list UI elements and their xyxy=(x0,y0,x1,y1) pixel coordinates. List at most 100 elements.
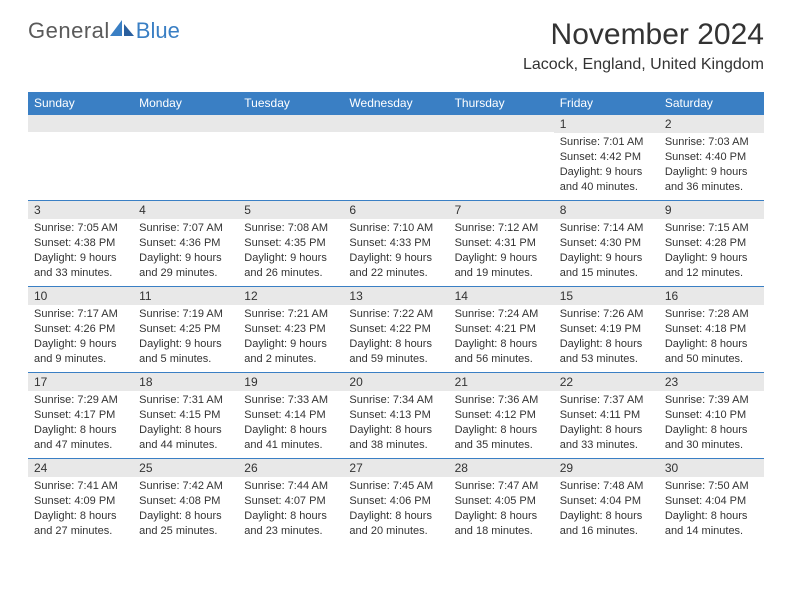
sunrise-line: Sunrise: 7:37 AM xyxy=(560,393,653,408)
day-details: Sunrise: 7:24 AMSunset: 4:21 PMDaylight:… xyxy=(449,305,554,370)
day-cell: 16Sunrise: 7:28 AMSunset: 4:18 PMDayligh… xyxy=(659,287,764,373)
daylight-line: Daylight: 9 hours and 12 minutes. xyxy=(665,251,758,281)
daylight-line: Daylight: 8 hours and 53 minutes. xyxy=(560,337,653,367)
day-details: Sunrise: 7:07 AMSunset: 4:36 PMDaylight:… xyxy=(133,219,238,284)
sunrise-line: Sunrise: 7:45 AM xyxy=(349,479,442,494)
day-details: Sunrise: 7:31 AMSunset: 4:15 PMDaylight:… xyxy=(133,391,238,456)
calendar-table: SundayMondayTuesdayWednesdayThursdayFrid… xyxy=(28,92,764,545)
day-cell: 21Sunrise: 7:36 AMSunset: 4:12 PMDayligh… xyxy=(449,373,554,459)
day-details: Sunrise: 7:42 AMSunset: 4:08 PMDaylight:… xyxy=(133,477,238,542)
day-details: Sunrise: 7:21 AMSunset: 4:23 PMDaylight:… xyxy=(238,305,343,370)
day-details: Sunrise: 7:41 AMSunset: 4:09 PMDaylight:… xyxy=(28,477,133,542)
sunset-line: Sunset: 4:28 PM xyxy=(665,236,758,251)
sunrise-line: Sunrise: 7:14 AM xyxy=(560,221,653,236)
sunrise-line: Sunrise: 7:31 AM xyxy=(139,393,232,408)
sunset-line: Sunset: 4:26 PM xyxy=(34,322,127,337)
day-cell: 3Sunrise: 7:05 AMSunset: 4:38 PMDaylight… xyxy=(28,201,133,287)
day-details: Sunrise: 7:10 AMSunset: 4:33 PMDaylight:… xyxy=(343,219,448,284)
day-details: Sunrise: 7:14 AMSunset: 4:30 PMDaylight:… xyxy=(554,219,659,284)
day-number: 5 xyxy=(238,201,343,219)
day-details: Sunrise: 7:37 AMSunset: 4:11 PMDaylight:… xyxy=(554,391,659,456)
sunrise-line: Sunrise: 7:22 AM xyxy=(349,307,442,322)
day-number xyxy=(28,115,133,132)
day-number: 19 xyxy=(238,373,343,391)
day-cell: 26Sunrise: 7:44 AMSunset: 4:07 PMDayligh… xyxy=(238,459,343,545)
week-row: 17Sunrise: 7:29 AMSunset: 4:17 PMDayligh… xyxy=(28,373,764,459)
day-number: 28 xyxy=(449,459,554,477)
day-details: Sunrise: 7:26 AMSunset: 4:19 PMDaylight:… xyxy=(554,305,659,370)
day-details: Sunrise: 7:05 AMSunset: 4:38 PMDaylight:… xyxy=(28,219,133,284)
sunrise-line: Sunrise: 7:50 AM xyxy=(665,479,758,494)
sunset-line: Sunset: 4:21 PM xyxy=(455,322,548,337)
logo-text-blue: Blue xyxy=(136,18,180,44)
day-cell: 28Sunrise: 7:47 AMSunset: 4:05 PMDayligh… xyxy=(449,459,554,545)
day-cell xyxy=(238,115,343,201)
daylight-line: Daylight: 9 hours and 19 minutes. xyxy=(455,251,548,281)
day-details: Sunrise: 7:12 AMSunset: 4:31 PMDaylight:… xyxy=(449,219,554,284)
sunset-line: Sunset: 4:10 PM xyxy=(665,408,758,423)
day-number xyxy=(133,115,238,132)
daylight-line: Daylight: 8 hours and 59 minutes. xyxy=(349,337,442,367)
day-cell: 18Sunrise: 7:31 AMSunset: 4:15 PMDayligh… xyxy=(133,373,238,459)
day-cell: 4Sunrise: 7:07 AMSunset: 4:36 PMDaylight… xyxy=(133,201,238,287)
day-cell: 24Sunrise: 7:41 AMSunset: 4:09 PMDayligh… xyxy=(28,459,133,545)
sunrise-line: Sunrise: 7:17 AM xyxy=(34,307,127,322)
day-cell: 7Sunrise: 7:12 AMSunset: 4:31 PMDaylight… xyxy=(449,201,554,287)
day-details: Sunrise: 7:17 AMSunset: 4:26 PMDaylight:… xyxy=(28,305,133,370)
day-details: Sunrise: 7:22 AMSunset: 4:22 PMDaylight:… xyxy=(343,305,448,370)
sunset-line: Sunset: 4:14 PM xyxy=(244,408,337,423)
sunrise-line: Sunrise: 7:19 AM xyxy=(139,307,232,322)
day-number: 25 xyxy=(133,459,238,477)
day-cell: 12Sunrise: 7:21 AMSunset: 4:23 PMDayligh… xyxy=(238,287,343,373)
sunset-line: Sunset: 4:25 PM xyxy=(139,322,232,337)
day-cell: 25Sunrise: 7:42 AMSunset: 4:08 PMDayligh… xyxy=(133,459,238,545)
day-header-row: SundayMondayTuesdayWednesdayThursdayFrid… xyxy=(28,92,764,115)
sunset-line: Sunset: 4:36 PM xyxy=(139,236,232,251)
title-block: November 2024 Lacock, England, United Ki… xyxy=(523,18,764,74)
daylight-line: Daylight: 8 hours and 35 minutes. xyxy=(455,423,548,453)
day-details: Sunrise: 7:01 AMSunset: 4:42 PMDaylight:… xyxy=(554,133,659,198)
daylight-line: Daylight: 8 hours and 16 minutes. xyxy=(560,509,653,539)
daylight-line: Daylight: 9 hours and 29 minutes. xyxy=(139,251,232,281)
day-number: 17 xyxy=(28,373,133,391)
sunset-line: Sunset: 4:17 PM xyxy=(34,408,127,423)
sunrise-line: Sunrise: 7:03 AM xyxy=(665,135,758,150)
sunset-line: Sunset: 4:04 PM xyxy=(665,494,758,509)
day-header: Friday xyxy=(554,92,659,115)
day-number xyxy=(449,115,554,132)
day-details: Sunrise: 7:15 AMSunset: 4:28 PMDaylight:… xyxy=(659,219,764,284)
day-details: Sunrise: 7:39 AMSunset: 4:10 PMDaylight:… xyxy=(659,391,764,456)
day-details: Sunrise: 7:03 AMSunset: 4:40 PMDaylight:… xyxy=(659,133,764,198)
sunset-line: Sunset: 4:40 PM xyxy=(665,150,758,165)
day-cell: 19Sunrise: 7:33 AMSunset: 4:14 PMDayligh… xyxy=(238,373,343,459)
day-header: Saturday xyxy=(659,92,764,115)
day-cell: 15Sunrise: 7:26 AMSunset: 4:19 PMDayligh… xyxy=(554,287,659,373)
sunrise-line: Sunrise: 7:39 AM xyxy=(665,393,758,408)
sunrise-line: Sunrise: 7:12 AM xyxy=(455,221,548,236)
day-number: 13 xyxy=(343,287,448,305)
day-header: Thursday xyxy=(449,92,554,115)
day-cell xyxy=(133,115,238,201)
day-number: 4 xyxy=(133,201,238,219)
day-number: 26 xyxy=(238,459,343,477)
daylight-line: Daylight: 8 hours and 38 minutes. xyxy=(349,423,442,453)
day-number xyxy=(238,115,343,132)
daylight-line: Daylight: 9 hours and 22 minutes. xyxy=(349,251,442,281)
day-details: Sunrise: 7:50 AMSunset: 4:04 PMDaylight:… xyxy=(659,477,764,542)
day-number: 6 xyxy=(343,201,448,219)
sunset-line: Sunset: 4:33 PM xyxy=(349,236,442,251)
day-details: Sunrise: 7:19 AMSunset: 4:25 PMDaylight:… xyxy=(133,305,238,370)
sunset-line: Sunset: 4:13 PM xyxy=(349,408,442,423)
sunrise-line: Sunrise: 7:24 AM xyxy=(455,307,548,322)
daylight-line: Daylight: 8 hours and 56 minutes. xyxy=(455,337,548,367)
day-cell: 30Sunrise: 7:50 AMSunset: 4:04 PMDayligh… xyxy=(659,459,764,545)
sunset-line: Sunset: 4:23 PM xyxy=(244,322,337,337)
header: General Blue November 2024 Lacock, Engla… xyxy=(0,0,792,82)
sunset-line: Sunset: 4:04 PM xyxy=(560,494,653,509)
daylight-line: Daylight: 8 hours and 20 minutes. xyxy=(349,509,442,539)
day-details: Sunrise: 7:45 AMSunset: 4:06 PMDaylight:… xyxy=(343,477,448,542)
daylight-line: Daylight: 8 hours and 41 minutes. xyxy=(244,423,337,453)
day-cell: 2Sunrise: 7:03 AMSunset: 4:40 PMDaylight… xyxy=(659,115,764,201)
sunrise-line: Sunrise: 7:47 AM xyxy=(455,479,548,494)
daylight-line: Daylight: 8 hours and 25 minutes. xyxy=(139,509,232,539)
